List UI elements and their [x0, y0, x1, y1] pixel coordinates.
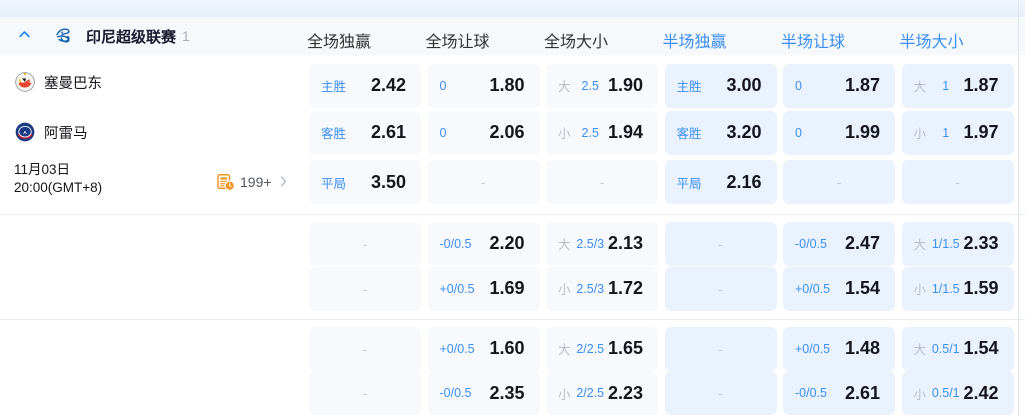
svg-text:A: A [23, 130, 27, 136]
